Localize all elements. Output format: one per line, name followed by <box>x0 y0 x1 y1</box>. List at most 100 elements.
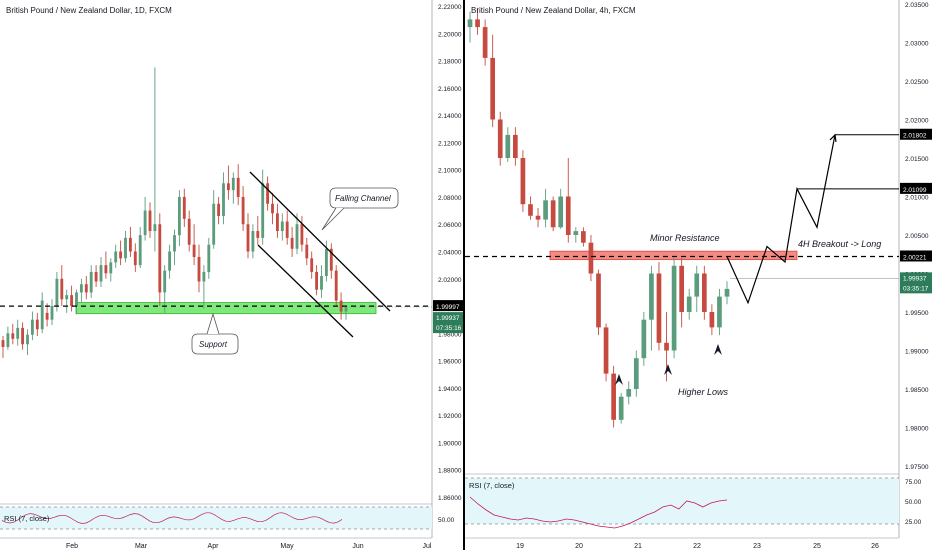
daily-candle <box>109 262 113 274</box>
daily-candle <box>207 244 211 272</box>
four-hour-price-tick: 2.01000 <box>905 195 929 202</box>
daily-candle <box>168 251 172 271</box>
daily-candle <box>119 251 123 259</box>
daily-candle <box>6 333 10 347</box>
four-hour-rsi-tick: 25.00 <box>905 519 922 526</box>
daily-candle <box>344 307 348 312</box>
daily-candle <box>50 306 54 320</box>
four-hour-candle <box>694 273 700 297</box>
daily-price-tick: 2.06000 <box>438 222 462 229</box>
daily-candle <box>324 248 328 277</box>
daily-candle <box>334 270 338 301</box>
daily-price-tick: 1.88000 <box>438 468 462 475</box>
daily-candle <box>94 271 98 282</box>
four-hour-time-tick: 22 <box>693 543 701 550</box>
four-hour-candle <box>482 27 488 58</box>
four-hour-price-tick: 1.98000 <box>905 426 929 433</box>
support-label: Support <box>199 340 228 349</box>
daily-time-tick: Feb <box>66 543 78 550</box>
daily-price-tick: 1.86000 <box>438 495 462 502</box>
four-hour-candle <box>671 265 677 351</box>
daily-candle <box>212 203 216 245</box>
daily-chart-panel[interactable]: 2.22000 2.20000 2.18000 2.16000 2.14000 2.120… <box>0 0 463 550</box>
four-hour-candle <box>626 389 632 397</box>
daily-time-tick: Jul <box>423 543 432 550</box>
daily-candle <box>280 221 284 232</box>
panel-divider[interactable] <box>463 0 465 550</box>
four-hour-candle <box>588 242 594 274</box>
daily-candle <box>21 327 25 345</box>
daily-candle <box>40 300 44 330</box>
daily-candle <box>192 244 196 257</box>
four-hour-candle <box>513 134 518 158</box>
four-hour-chart-panel[interactable]: 2.03500 2.03000 2.02500 2.02000 2.01500 2.010… <box>465 0 932 550</box>
four-hour-candle <box>664 342 669 351</box>
four-hour-candle <box>603 327 609 374</box>
target-1-badge: 2.01802 <box>903 133 927 140</box>
four-hour-rsi-band <box>465 478 899 524</box>
four-hour-candle <box>724 288 730 297</box>
daily-candle <box>143 210 147 236</box>
minor-resistance-label: Minor Resistance <box>650 233 720 243</box>
four-hour-price-tick: 1.99000 <box>905 349 929 356</box>
daily-price-tick: 2.22000 <box>438 4 462 11</box>
daily-candle <box>124 237 127 259</box>
four-hour-candle <box>701 273 707 312</box>
daily-candle <box>310 258 314 272</box>
daily-badge-price-bg <box>433 312 463 334</box>
daily-price-tick: 2.14000 <box>438 113 462 120</box>
four-hour-candle <box>709 312 715 328</box>
daily-candle <box>70 295 74 307</box>
daily-candle <box>60 278 64 300</box>
four-hour-candle <box>679 265 684 312</box>
daily-candle <box>99 265 103 282</box>
four-hour-candle <box>611 373 616 420</box>
four-hour-rsi-tick: 50.00 <box>905 499 922 506</box>
four-hour-rsi-line <box>469 496 728 529</box>
daily-price-tick: 2.02000 <box>438 277 462 284</box>
daily-candle <box>148 210 152 232</box>
higher-low-arrow-icon <box>664 364 672 375</box>
higher-lows-label: Higher Lows <box>678 387 729 397</box>
daily-candle <box>177 196 181 236</box>
four-hour-candle <box>596 273 601 328</box>
support-zone <box>75 302 377 315</box>
higher-low-arrow-icon <box>615 374 623 385</box>
four-hour-price-tick: 1.99500 <box>905 310 929 317</box>
daily-price-tick: 1.92000 <box>438 413 462 420</box>
four-hour-price-tick: 2.03500 <box>905 2 929 9</box>
daily-candle <box>226 183 230 191</box>
four-hour-price-badge: 1.99937 <box>903 275 927 282</box>
daily-price-tick: 1.96000 <box>438 359 462 366</box>
four-hour-time-tick: 21 <box>634 543 642 550</box>
daily-price-tick: 2.04000 <box>438 250 462 257</box>
daily-candle <box>153 224 157 232</box>
breakout-label: 4H Breakout -> Long <box>798 239 881 249</box>
four-hour-price-tick: 1.97500 <box>905 464 929 471</box>
daily-candle <box>55 278 59 307</box>
daily-candle <box>305 244 309 259</box>
daily-candle <box>271 203 274 214</box>
daily-price-tick: 2.18000 <box>438 59 462 66</box>
four-hour-candle <box>641 319 647 359</box>
daily-candle <box>256 231 260 238</box>
daily-price-tick: 2.20000 <box>438 31 462 38</box>
daily-rsi-line <box>1 512 343 524</box>
daily-candle <box>45 312 49 320</box>
daily-candle <box>163 270 167 293</box>
four-hour-candle <box>573 231 579 235</box>
daily-candle <box>329 248 333 271</box>
four-hour-price-tick: 2.01500 <box>905 156 929 163</box>
daily-candle <box>138 235 142 266</box>
four-hour-price-tick: 2.02500 <box>905 79 929 86</box>
minor-resistance-zone <box>549 250 798 261</box>
four-hour-countdown-badge: 03:35:17 <box>903 285 929 292</box>
daily-candle <box>222 183 225 217</box>
four-hour-price-tick: 2.03000 <box>905 41 929 48</box>
four-hour-candle <box>565 196 571 235</box>
four-hour-chart-svg: 2.03500 2.03000 2.02500 2.02000 2.01500 2.010… <box>465 0 932 550</box>
four-hour-rsi-label: RSI (7, close) <box>469 481 515 490</box>
daily-time-tick: Mar <box>135 543 148 550</box>
daily-price-tick: 1.98000 <box>438 331 462 338</box>
target-2-badge: 2.01099 <box>903 187 927 194</box>
